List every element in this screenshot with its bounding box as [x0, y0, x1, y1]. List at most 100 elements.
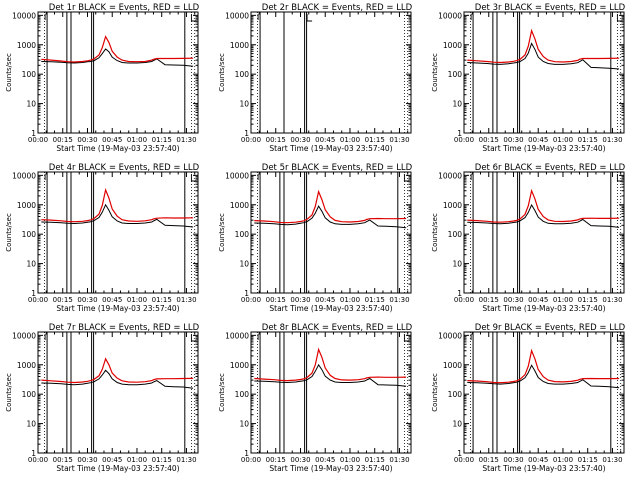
x-tick-label: 01:00 [553, 296, 573, 304]
series-line-lld [467, 28, 620, 64]
corner-marker [306, 14, 313, 22]
y-tick-label: 10000 [438, 331, 462, 340]
x-tick-label: 00:15 [266, 456, 286, 464]
x-tick-label: 01:15 [578, 296, 598, 304]
y-axis-label: Counts/sec [431, 213, 439, 252]
y-tick-label: 100 [22, 230, 37, 239]
chart-title: Det 6r BLACK = Events, RED = LLD [475, 163, 626, 173]
y-axis-label: Counts/sec [218, 53, 226, 92]
y-tick-label: 1 [31, 449, 36, 458]
x-tick-label: 00:45 [102, 456, 122, 464]
y-tick-label: 10000 [438, 171, 462, 180]
chart-panel-5: Det 5r BLACK = Events, RED = LLD 1 10 100 10… [218, 163, 413, 313]
series-line-events [467, 203, 620, 228]
y-tick-label: 1 [457, 129, 462, 138]
y-tick-label: 10000 [225, 11, 249, 20]
y-tick-label: 1000 [443, 361, 462, 370]
x-tick-label: 00:45 [315, 136, 335, 144]
x-axis-label: Start Time (19-May-03 23:57:40) [482, 464, 605, 473]
x-axis-label: Start Time (19-May-03 23:57:40) [269, 144, 392, 153]
x-tick-label: 01:30 [602, 296, 622, 304]
plot-frame [250, 11, 412, 134]
x-tick-label: 01:15 [152, 136, 172, 144]
x-tick-label: 00:00 [28, 296, 48, 304]
plot-frame [250, 331, 412, 454]
series-line-lld [254, 189, 407, 224]
y-tick-label: 10 [239, 100, 249, 109]
y-tick-label: 1 [244, 289, 249, 298]
y-tick-label: 10000 [225, 331, 249, 340]
y-tick-label: 1000 [17, 41, 36, 50]
x-tick-label: 00:15 [53, 296, 73, 304]
x-tick-label: 00:00 [28, 136, 48, 144]
x-tick-label: 01:30 [389, 456, 409, 464]
x-tick-label: 00:00 [28, 456, 48, 464]
x-tick-label: 00:15 [53, 456, 73, 464]
series-line-lld [254, 347, 407, 382]
y-tick-label: 100 [235, 390, 250, 399]
plot-frame [463, 11, 625, 134]
x-tick-label: 00:30 [77, 456, 97, 464]
chart-title: Det 9r BLACK = Events, RED = LLD [475, 323, 626, 333]
x-tick-label: 00:15 [53, 136, 73, 144]
y-tick-label: 10000 [12, 171, 36, 180]
series-line-events [467, 364, 620, 389]
x-tick-label: 01:15 [152, 296, 172, 304]
corner-marker [403, 174, 410, 182]
x-tick-label: 00:45 [528, 136, 548, 144]
x-axis-label: Start Time (19-May-03 23:57:40) [269, 464, 392, 473]
chart-panel-8: Det 8r BLACK = Events, RED = LLD 1 10 100 10… [218, 323, 413, 473]
plot-frame [37, 171, 199, 294]
y-tick-label: 1000 [443, 41, 462, 50]
x-tick-label: 00:45 [315, 296, 335, 304]
y-tick-label: 10000 [225, 171, 249, 180]
x-tick-label: 01:00 [553, 136, 573, 144]
y-tick-label: 100 [22, 70, 37, 79]
x-axis-label: Start Time (19-May-03 23:57:40) [56, 144, 179, 153]
x-tick-label: 00:15 [266, 136, 286, 144]
corner-marker [190, 334, 197, 342]
y-tick-label: 100 [235, 70, 250, 79]
y-tick-label: 10 [26, 100, 36, 109]
x-tick-label: 00:30 [503, 456, 523, 464]
y-axis-label: Counts/sec [5, 53, 13, 92]
x-tick-label: 01:15 [152, 456, 172, 464]
y-axis-label: Counts/sec [431, 373, 439, 412]
y-tick-label: 1 [244, 129, 249, 138]
y-tick-label: 10 [239, 420, 249, 429]
x-tick-label: 00:30 [290, 136, 310, 144]
chart-panel-7: Det 7r BLACK = Events, RED = LLD 1 10 100 10… [5, 323, 200, 473]
series-line-events [467, 42, 620, 70]
y-tick-label: 1 [457, 449, 462, 458]
series-line-events [254, 205, 407, 229]
y-tick-label: 10 [239, 260, 249, 269]
corner-marker [616, 174, 623, 182]
series-line-lld [467, 188, 620, 223]
x-tick-label: 01:00 [340, 296, 360, 304]
series-line-events [254, 363, 407, 387]
x-tick-label: 01:15 [365, 296, 385, 304]
y-tick-label: 1 [31, 129, 36, 138]
chart-panel-2: Det 2r BLACK = Events, RED = LLD 1 10 100 10… [218, 3, 413, 153]
x-tick-label: 00:00 [241, 456, 261, 464]
y-tick-label: 1000 [230, 41, 249, 50]
x-tick-label: 01:00 [127, 296, 147, 304]
x-tick-label: 01:30 [176, 136, 196, 144]
y-tick-label: 1000 [443, 201, 462, 210]
x-tick-label: 01:00 [553, 456, 573, 464]
plot-frame [250, 171, 412, 294]
y-tick-label: 10000 [12, 331, 36, 340]
x-tick-label: 00:30 [290, 296, 310, 304]
series-line-lld [41, 357, 194, 384]
series-line-events [41, 369, 194, 389]
x-tick-label: 01:00 [340, 136, 360, 144]
x-tick-label: 00:30 [503, 136, 523, 144]
chart-panel-4: Det 4r BLACK = Events, RED = LLD 1 10 100 10… [5, 163, 200, 313]
y-tick-label: 100 [235, 230, 250, 239]
y-tick-label: 10000 [438, 11, 462, 20]
y-tick-label: 10 [26, 260, 36, 269]
chart-title: Det 8r BLACK = Events, RED = LLD [262, 323, 413, 333]
chart-title: Det 3r BLACK = Events, RED = LLD [475, 3, 626, 13]
corner-marker [190, 174, 197, 182]
